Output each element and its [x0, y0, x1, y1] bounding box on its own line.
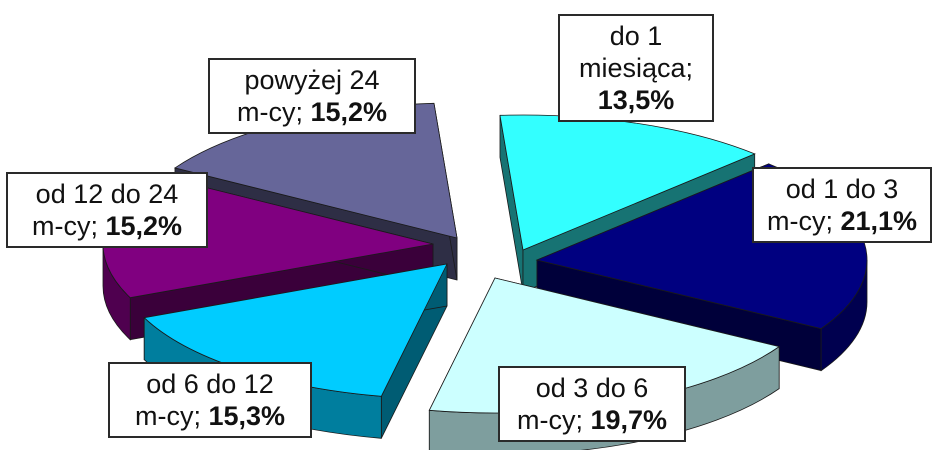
slice-label-6: powyżej 24 m-cy; 15,2%: [208, 58, 416, 134]
slice-label-line-3: 13,5%: [566, 84, 706, 116]
slice-label-value: 15,3%: [208, 401, 286, 431]
slice-label-category: m-cy;: [766, 206, 833, 236]
slice-label-category: m-cy;: [31, 211, 98, 241]
slice-label-line-2: m-cy; 15,2%: [14, 210, 200, 242]
slice-label-line-2: m-cy; 21,1%: [760, 205, 924, 237]
slice-label-3: od 3 do 6 m-cy; 19,7%: [498, 366, 686, 442]
slice-label-4: od 6 do 12 m-cy; 15,3%: [108, 362, 312, 438]
slice-label-5: od 12 do 24 m-cy; 15,2%: [6, 172, 208, 248]
slice-label-line-1: powyżej 24: [244, 65, 380, 95]
slice-label-value: 13,5%: [597, 85, 675, 115]
slice-label-category: m-cy;: [134, 401, 201, 431]
slice-label-category: miesiąca;: [578, 53, 694, 83]
pie-slices: [102, 102, 868, 450]
pie-slice-top: [499, 114, 756, 251]
slice-label-2: od 1 do 3 m-cy; 21,1%: [752, 167, 932, 243]
slice-label-line-1: od 12 do 24: [35, 179, 179, 209]
slice-label-line-2: m-cy; 15,3%: [116, 400, 304, 432]
slice-label-line-2: m-cy; 15,2%: [216, 96, 408, 128]
slice-label-1: do 1 miesiąca; 13,5%: [558, 14, 714, 122]
slice-label-value: 21,1%: [840, 206, 918, 236]
slice-label-line-1: od 3 do 6: [535, 373, 649, 403]
slice-label-value: 19,7%: [590, 405, 668, 435]
slice-label-line-1: do 1: [609, 21, 663, 51]
slice-label-line-2: miesiąca;: [566, 52, 706, 84]
slice-label-value: 15,2%: [105, 211, 183, 241]
slice-label-value: 15,2%: [310, 97, 388, 127]
slice-label-category: m-cy;: [516, 405, 583, 435]
slice-label-line-1: od 6 do 12: [146, 369, 274, 399]
slice-label-category: m-cy;: [236, 97, 303, 127]
slice-label-line-2: m-cy; 19,7%: [506, 404, 678, 436]
slice-label-line-1: od 1 do 3: [785, 174, 899, 204]
